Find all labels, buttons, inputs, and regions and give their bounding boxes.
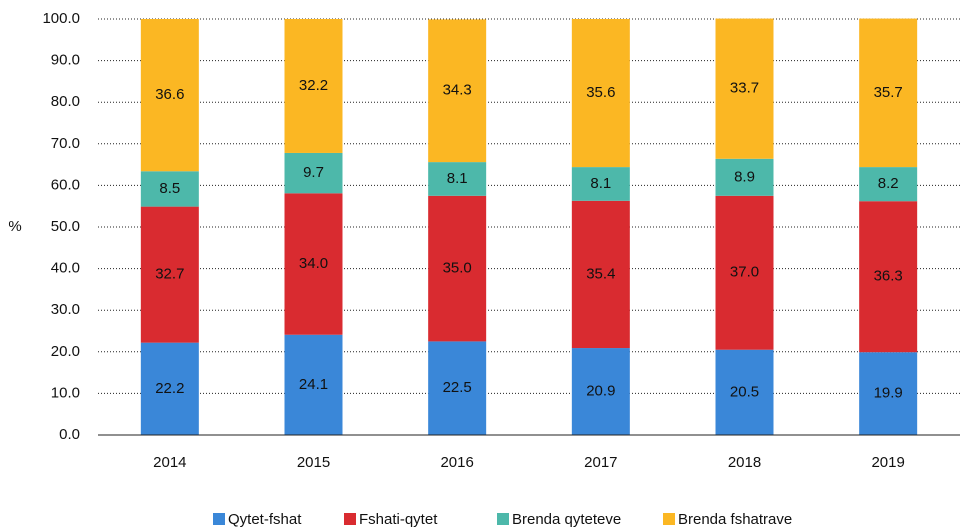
legend-label: Brenda fshatrave (678, 511, 792, 528)
y-tick-label: 60.0 (51, 176, 80, 193)
bar-segment (571, 19, 630, 168)
bar-segment (284, 334, 343, 435)
bar-segment (859, 18, 918, 168)
bar-segment (571, 200, 630, 349)
bar-segment (859, 352, 918, 435)
data-label: 34.3 (443, 82, 472, 99)
data-label: 33.7 (730, 80, 759, 97)
bar-segment (140, 206, 199, 343)
data-label: 24.1 (299, 376, 328, 393)
legend-swatch (213, 513, 225, 525)
data-label: 35.0 (443, 260, 472, 277)
bar-segment (859, 167, 918, 202)
legend-swatch (663, 513, 675, 525)
y-tick-label: 50.0 (51, 218, 80, 235)
y-tick-label: 80.0 (51, 93, 80, 110)
data-label: 35.4 (586, 265, 615, 282)
bar-segment (428, 341, 487, 435)
legend-label: Brenda qyteteve (512, 511, 621, 528)
bar-segment (859, 201, 918, 353)
legend-swatch (497, 513, 509, 525)
bar-segment (140, 171, 199, 207)
y-tick-label: 30.0 (51, 301, 80, 318)
data-label: 37.0 (730, 264, 759, 281)
data-label: 32.2 (299, 77, 328, 94)
legend-label: Fshati-qytet (359, 511, 438, 528)
data-label: 22.5 (443, 379, 472, 396)
data-label: 35.7 (874, 84, 903, 101)
x-tick-label: 2015 (297, 454, 330, 471)
bar-segment (428, 195, 487, 342)
bar-segment (428, 19, 487, 163)
data-label: 32.7 (155, 266, 184, 283)
data-label: 8.2 (878, 175, 899, 192)
bar-segment (715, 349, 774, 435)
bar-segment (715, 195, 774, 350)
x-tick-label: 2019 (871, 454, 904, 471)
data-label: 36.3 (874, 268, 903, 285)
data-label: 8.9 (734, 168, 755, 185)
bar-segment (571, 167, 630, 201)
data-label: 8.1 (590, 175, 611, 192)
y-tick-label: 100.0 (42, 10, 80, 27)
data-label: 20.9 (586, 382, 615, 399)
y-tick-label: 90.0 (51, 52, 80, 69)
bar-segment (284, 193, 343, 335)
bar-segment (571, 348, 630, 435)
y-tick-label: 0.0 (59, 426, 80, 443)
data-label: 19.9 (874, 385, 903, 402)
bar-segment (140, 19, 199, 172)
x-tick-label: 2017 (584, 454, 617, 471)
data-label: 8.5 (159, 180, 180, 197)
y-tick-label: 20.0 (51, 343, 80, 360)
data-label: 35.6 (586, 84, 615, 101)
data-label: 22.2 (155, 380, 184, 397)
legend-label: Qytet-fshat (228, 511, 302, 528)
y-axis-label: % (8, 218, 21, 235)
y-tick-label: 10.0 (51, 384, 80, 401)
data-label: 8.1 (447, 170, 468, 187)
bar-segment (284, 152, 343, 194)
bar-segment (428, 162, 487, 196)
x-tick-label: 2018 (728, 454, 761, 471)
data-label: 20.5 (730, 383, 759, 400)
bar-segment (140, 342, 199, 435)
data-label: 36.6 (155, 86, 184, 103)
bar-segment (715, 18, 774, 159)
x-tick-label: 2016 (440, 454, 473, 471)
legend-swatch (344, 513, 356, 525)
data-label: 9.7 (303, 164, 324, 181)
y-tick-label: 40.0 (51, 260, 80, 277)
y-tick-label: 70.0 (51, 135, 80, 152)
bar-segment (284, 19, 343, 153)
x-tick-label: 2014 (153, 454, 186, 471)
data-label: 34.0 (299, 255, 328, 272)
bar-segment (715, 158, 774, 196)
